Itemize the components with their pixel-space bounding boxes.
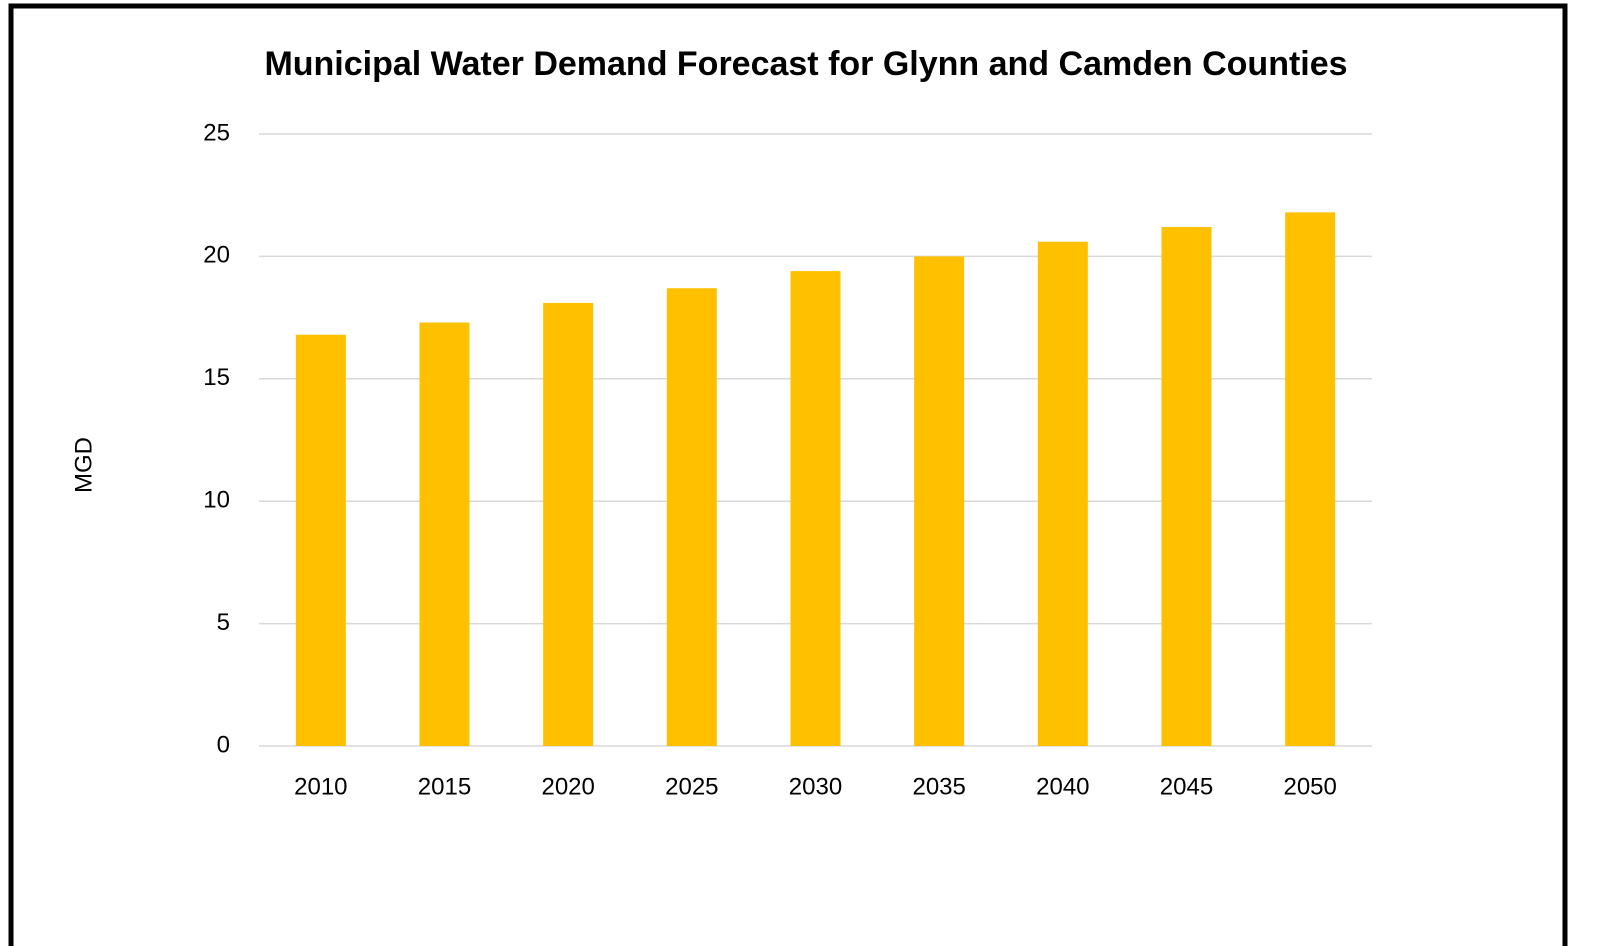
bar xyxy=(1161,227,1212,747)
y-tick-label: 15 xyxy=(203,364,230,391)
x-tick-label: 2035 xyxy=(912,773,965,800)
x-tick-label: 2045 xyxy=(1160,773,1213,800)
bar xyxy=(543,302,594,746)
bar xyxy=(790,271,841,746)
x-tick-label: 2050 xyxy=(1283,773,1336,800)
bar xyxy=(419,322,470,746)
y-axis-label: MGD xyxy=(70,437,97,493)
x-tick-label: 2020 xyxy=(541,773,594,800)
chart-border xyxy=(8,3,1568,946)
bar xyxy=(666,288,717,746)
bar xyxy=(1037,241,1088,746)
bar xyxy=(295,334,346,746)
bar xyxy=(1285,212,1336,746)
y-tick-label: 0 xyxy=(217,731,230,758)
bar xyxy=(914,256,965,746)
x-tick-label: 2030 xyxy=(789,773,842,800)
x-tick-label: 2040 xyxy=(1036,773,1089,800)
chart-title: Municipal Water Demand Forecast for Glyn… xyxy=(264,45,1347,83)
x-tick-label: 2010 xyxy=(294,773,347,800)
y-tick-label: 5 xyxy=(217,609,230,636)
x-tick-label: 2015 xyxy=(418,773,471,800)
y-tick-label: 10 xyxy=(203,487,230,514)
y-tick-label: 20 xyxy=(203,242,230,269)
x-tick-label: 2025 xyxy=(665,773,718,800)
y-tick-label: 25 xyxy=(203,119,230,146)
